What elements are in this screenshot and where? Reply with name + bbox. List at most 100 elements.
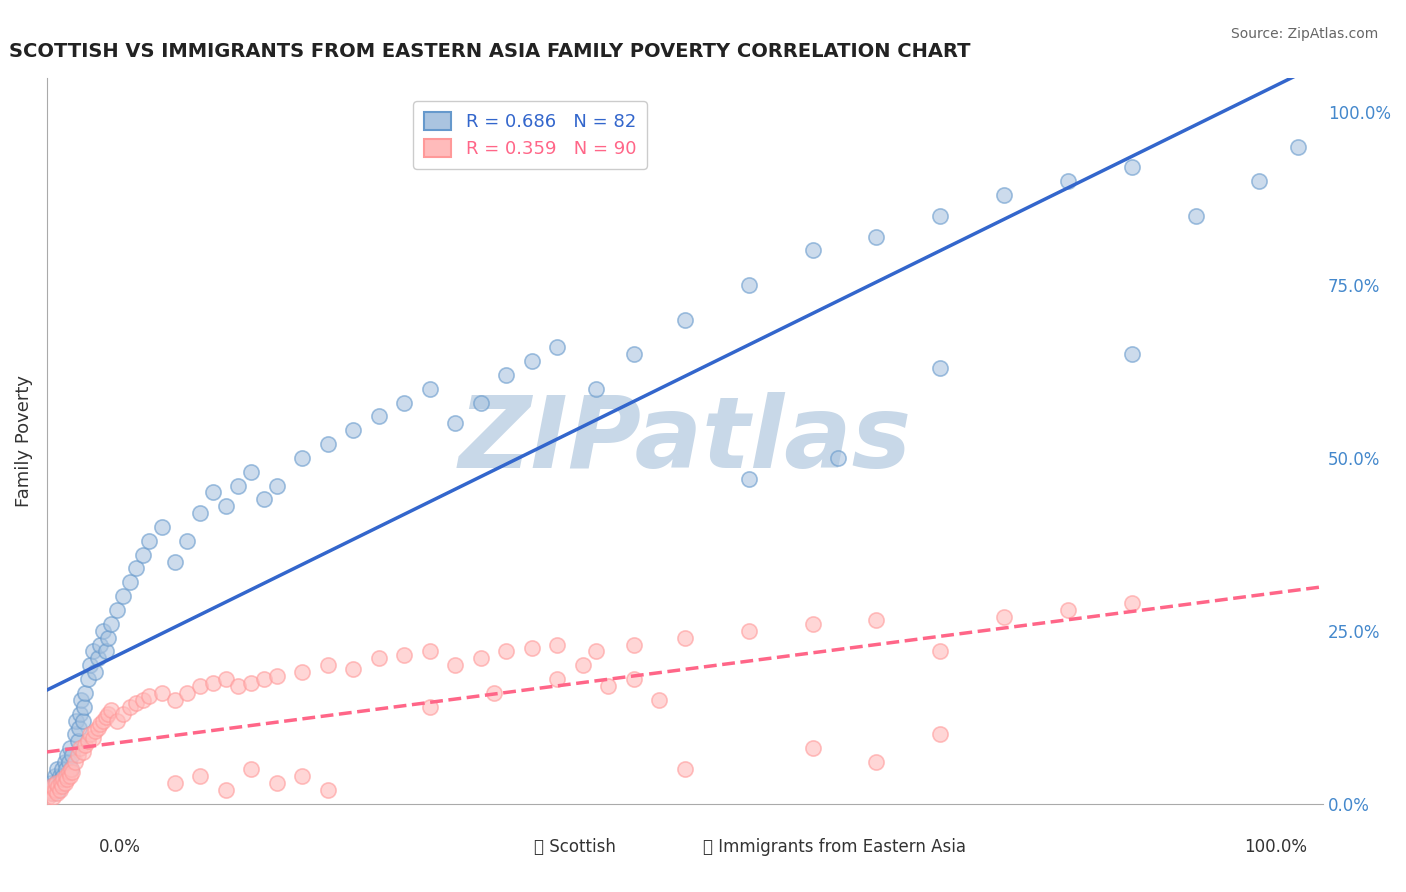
Point	[44, 782, 66, 797]
Point	[419, 699, 441, 714]
Point	[176, 533, 198, 548]
Point	[240, 762, 263, 776]
Point	[546, 340, 568, 354]
Point	[673, 312, 696, 326]
Point	[125, 696, 148, 710]
Point	[48, 782, 70, 797]
Point	[60, 762, 83, 776]
Point	[44, 769, 66, 783]
Point	[201, 675, 224, 690]
Point	[76, 734, 98, 748]
Point	[291, 665, 314, 680]
Point	[316, 658, 339, 673]
Point	[66, 734, 89, 748]
Point	[546, 672, 568, 686]
Point	[72, 714, 94, 728]
Point	[46, 762, 69, 776]
Point	[648, 693, 671, 707]
Point	[585, 644, 607, 658]
Point	[214, 782, 236, 797]
Point	[72, 745, 94, 759]
Point	[79, 727, 101, 741]
Point	[176, 686, 198, 700]
Point	[39, 786, 62, 800]
Point	[105, 714, 128, 728]
Point	[163, 776, 186, 790]
Point	[45, 776, 67, 790]
Point	[51, 762, 73, 776]
Point	[738, 624, 761, 638]
Point	[58, 765, 80, 780]
Point	[865, 229, 887, 244]
Point	[118, 575, 141, 590]
Point	[67, 721, 90, 735]
Point	[73, 699, 96, 714]
Point	[1249, 174, 1271, 188]
Point	[138, 690, 160, 704]
Point	[51, 779, 73, 793]
Point	[48, 779, 70, 793]
Point	[112, 706, 135, 721]
Point	[738, 278, 761, 293]
Point	[42, 786, 65, 800]
Point	[929, 727, 952, 741]
Point	[53, 755, 76, 769]
Point	[316, 437, 339, 451]
Point	[419, 382, 441, 396]
Text: ⬜ Immigrants from Eastern Asia: ⬜ Immigrants from Eastern Asia	[703, 838, 966, 856]
Point	[59, 741, 82, 756]
Point	[100, 703, 122, 717]
Point	[993, 188, 1015, 202]
Point	[623, 638, 645, 652]
Point	[89, 717, 111, 731]
Point	[49, 776, 72, 790]
Point	[87, 721, 110, 735]
Point	[623, 672, 645, 686]
Point	[91, 624, 114, 638]
Point	[1121, 596, 1143, 610]
Point	[1057, 603, 1080, 617]
Point	[253, 672, 276, 686]
Point	[52, 772, 75, 787]
Point	[150, 686, 173, 700]
Point	[865, 613, 887, 627]
Point	[66, 748, 89, 763]
Point	[100, 616, 122, 631]
Point	[56, 772, 79, 787]
Point	[58, 755, 80, 769]
Point	[228, 679, 250, 693]
Point	[97, 706, 120, 721]
Point	[572, 658, 595, 673]
Point	[240, 675, 263, 690]
Point	[342, 423, 364, 437]
Point	[41, 779, 63, 793]
Point	[266, 776, 288, 790]
Point	[367, 409, 389, 424]
Point	[673, 631, 696, 645]
Point	[214, 672, 236, 686]
Point	[53, 776, 76, 790]
Point	[63, 727, 86, 741]
Point	[214, 500, 236, 514]
Point	[598, 679, 620, 693]
Point	[69, 706, 91, 721]
Text: Source: ZipAtlas.com: Source: ZipAtlas.com	[1230, 27, 1378, 41]
Point	[253, 492, 276, 507]
Point	[520, 354, 543, 368]
Point	[929, 209, 952, 223]
Point	[118, 699, 141, 714]
Point	[41, 779, 63, 793]
Point	[62, 748, 84, 763]
Point	[49, 772, 72, 787]
Point	[97, 631, 120, 645]
Point	[131, 693, 153, 707]
Point	[929, 361, 952, 376]
Point	[75, 686, 97, 700]
Point	[520, 640, 543, 655]
Point	[1286, 139, 1309, 153]
Text: 0.0%: 0.0%	[98, 838, 141, 856]
Point	[94, 644, 117, 658]
Point	[470, 395, 492, 409]
Point	[70, 693, 93, 707]
Point	[801, 741, 824, 756]
